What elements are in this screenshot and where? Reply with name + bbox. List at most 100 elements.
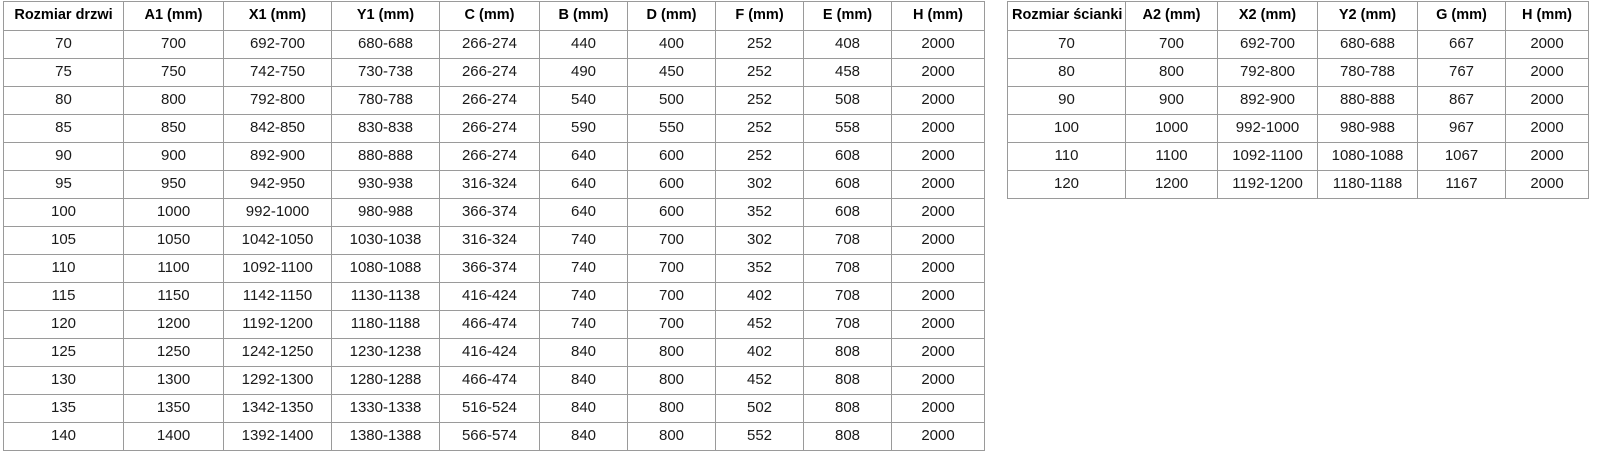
table-cell: 2000 [891,310,985,339]
table-cell: 740 [539,310,628,339]
door-dimensions-table: Rozmiar drzwi A1 (mm) X1 (mm) Y1 (mm) C (mm)… [3,1,985,451]
table-cell: 2000 [891,254,985,283]
table-cell: 2000 [1505,170,1589,199]
column-header: H (mm) [1505,1,1589,31]
table-cell: 266-274 [439,58,540,87]
table-cell: 692-700 [223,30,332,59]
table-cell: 302 [715,226,804,255]
table-cell: 1100 [1125,142,1218,171]
table-cell: 2000 [891,226,985,255]
column-header: Rozmiar drzwi [3,1,124,31]
table-cell: 2000 [891,142,985,171]
table-cell: 1200 [1125,170,1218,199]
table-cell: 402 [715,282,804,311]
row-size-label: 120 [3,310,124,339]
table-cell: 1180-1188 [331,310,440,339]
door-table-body: 70 700 692-700 680-688 266-274 440 400 252 408 20… [3,30,985,451]
table-cell: 1300 [123,366,224,395]
table-cell: 808 [803,394,892,423]
table-cell: 1167 [1417,170,1506,199]
table-cell: 1342-1350 [223,394,332,423]
table-cell: 2000 [891,86,985,115]
table-cell: 416-424 [439,338,540,367]
table-cell: 842-850 [223,114,332,143]
table-cell: 840 [539,338,628,367]
table-cell: 880-888 [331,142,440,171]
table-cell: 2000 [891,198,985,227]
row-size-label: 125 [3,338,124,367]
table-cell: 700 [627,310,716,339]
table-cell: 1000 [123,198,224,227]
table-cell: 980-988 [331,198,440,227]
table-cell: 266-274 [439,86,540,115]
row-size-label: 135 [3,394,124,423]
table-cell: 1200 [123,310,224,339]
table-cell: 950 [123,170,224,199]
table-cell: 590 [539,114,628,143]
table-cell: 502 [715,394,804,423]
column-header: B (mm) [539,1,628,31]
table-cell: 1130-1138 [331,282,440,311]
table-cell: 2000 [1505,114,1589,143]
table-cell: 2000 [1505,58,1589,87]
table-cell: 830-838 [331,114,440,143]
table-cell: 550 [627,114,716,143]
table-cell: 500 [627,86,716,115]
table-cell: 700 [1125,30,1218,59]
table-cell: 266-274 [439,142,540,171]
table-cell: 992-1000 [1217,114,1318,143]
table-cell: 708 [803,310,892,339]
table-row: 100 1000 992-1000 980-988 967 2000 [1007,114,1589,143]
table-cell: 740 [539,282,628,311]
table-cell: 566-574 [439,422,540,451]
table-cell: 1330-1338 [331,394,440,423]
table-cell: 800 [123,86,224,115]
table-cell: 667 [1417,30,1506,59]
row-size-label: 110 [1007,142,1126,171]
table-cell: 1250 [123,338,224,367]
table-cell: 2000 [1505,30,1589,59]
table-cell: 466-474 [439,366,540,395]
table-cell: 680-688 [331,30,440,59]
table-cell: 552 [715,422,804,451]
table-cell: 252 [715,30,804,59]
table-cell: 1380-1388 [331,422,440,451]
row-size-label: 85 [3,114,124,143]
table-row: 110 1100 1092-1100 1080-1088 1067 2000 [1007,142,1589,171]
table-cell: 992-1000 [223,198,332,227]
column-header: D (mm) [627,1,716,31]
table-cell: 730-738 [331,58,440,87]
table-cell: 366-374 [439,198,540,227]
table-cell: 700 [123,30,224,59]
table-cell: 266-274 [439,114,540,143]
header-row: Rozmiar drzwi A1 (mm) X1 (mm) Y1 (mm) C (mm)… [3,1,985,31]
table-cell: 252 [715,142,804,171]
column-header: Y2 (mm) [1317,1,1418,31]
table-cell: 2000 [891,30,985,59]
table-cell: 408 [803,30,892,59]
table-cell: 458 [803,58,892,87]
table-cell: 1242-1250 [223,338,332,367]
table-cell: 516-524 [439,394,540,423]
table-cell: 640 [539,198,628,227]
row-size-label: 110 [3,254,124,283]
column-header: H (mm) [891,1,985,31]
table-cell: 2000 [891,58,985,87]
table-row: 135 1350 1342-1350 1330-1338 516-524 840 800 50… [3,394,985,423]
table-cell: 600 [627,142,716,171]
table-cell: 2000 [891,170,985,199]
table-cell: 316-324 [439,170,540,199]
table-cell: 800 [627,394,716,423]
row-size-label: 105 [3,226,124,255]
table-cell: 1042-1050 [223,226,332,255]
table-cell: 366-374 [439,254,540,283]
column-header: A2 (mm) [1125,1,1218,31]
table-row: 85 850 842-850 830-838 266-274 590 550 252 558 20… [3,114,985,143]
table-cell: 780-788 [331,86,440,115]
table-cell: 1142-1150 [223,282,332,311]
row-size-label: 130 [3,366,124,395]
table-cell: 2000 [891,422,985,451]
table-row: 90 900 892-900 880-888 266-274 640 600 252 608 20… [3,142,985,171]
column-header: F (mm) [715,1,804,31]
